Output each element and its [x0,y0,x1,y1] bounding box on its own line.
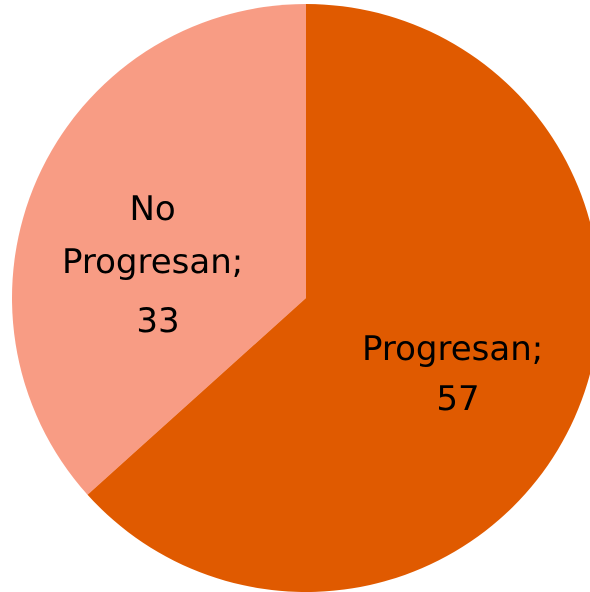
pie-slice-progresan [87,4,590,592]
slice-label-no-progresan-value: 33 [136,301,179,341]
slice-label-progresan-value: 57 [436,379,479,419]
slice-label-progresan-name: Progresan; [362,329,543,369]
pie-slices [12,4,590,592]
slice-label-no-progresan-line1: No [129,189,175,229]
pie-slice-no-progresan [12,4,307,495]
slice-label-no-progresan: No Progresan; 33 [62,189,254,341]
slice-label-progresan: Progresan; 57 [362,329,554,419]
slice-label-no-progresan-line2: Progresan; [62,242,243,282]
